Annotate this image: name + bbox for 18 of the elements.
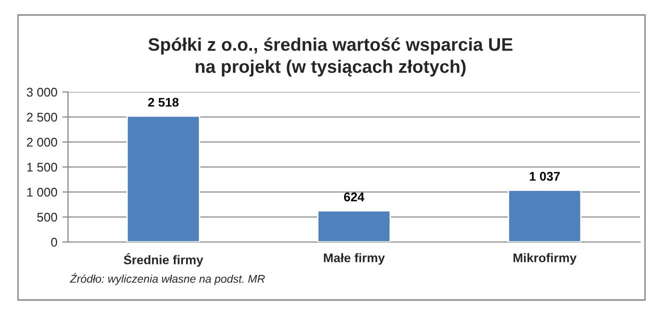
data-label: 1 037 (530, 172, 560, 181)
y-tick-label: 1 000 (27, 188, 58, 197)
chart-title: Spółki z o.o., średnia wartość wsparcia UE na projekt (w tysiącach złotych) (148, 37, 512, 77)
y-tick-label: 2 500 (26, 112, 58, 122)
bar (126, 115, 200, 242)
y-tick-label: 3 000 (26, 88, 58, 97)
x-tick-label: Średnie firmy (124, 253, 204, 267)
y-tick-label: 500 (37, 212, 58, 222)
x-tick-label: Małe firmy (324, 253, 385, 265)
text: Źródło: wyliczenia własne na podst. MR (70, 273, 265, 285)
bar (317, 210, 391, 242)
data-label: 624 (344, 192, 364, 202)
y-tick-label: 0 (51, 238, 58, 247)
y-tick-label: 2 000 (26, 138, 58, 147)
bar (508, 189, 582, 242)
data-label: 2 518 (148, 98, 179, 107)
y-tick-label: 1 500 (27, 162, 58, 172)
x-tick-label: Mikrofirmy (514, 253, 577, 265)
